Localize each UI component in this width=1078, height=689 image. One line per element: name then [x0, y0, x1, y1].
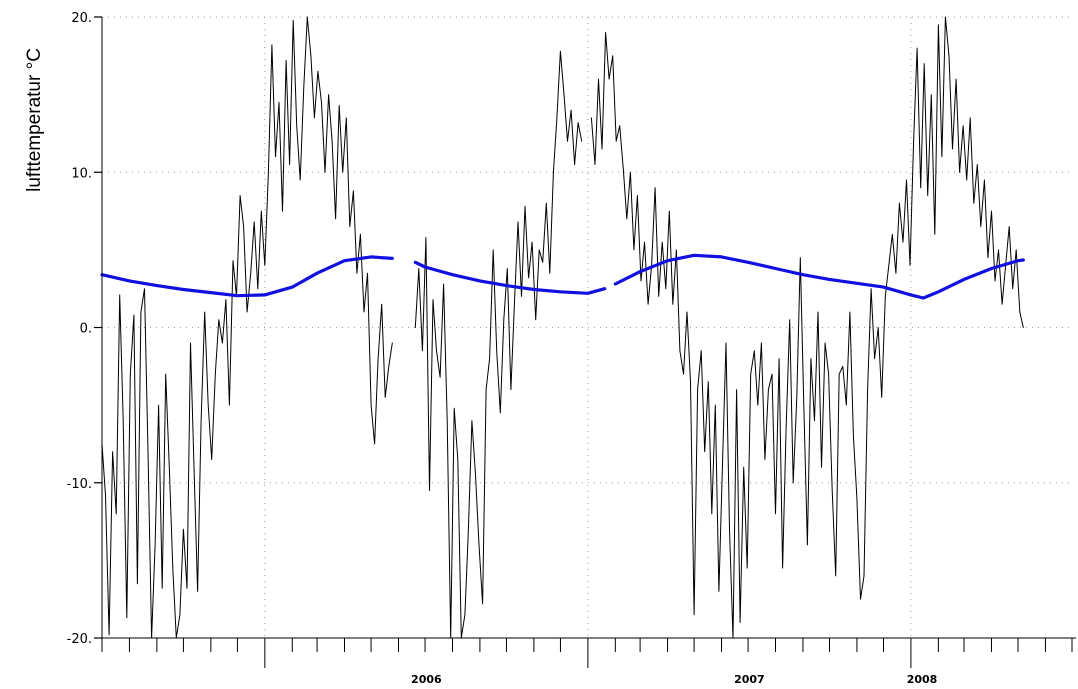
- daily-series-line: [414, 50, 583, 639]
- series-layer: [100, 16, 1025, 639]
- smooth-series-line: [100, 255, 394, 298]
- axes: [94, 16, 1076, 668]
- x-year-label: 2007: [734, 673, 765, 686]
- x-year-label: 2008: [907, 673, 938, 686]
- y-tick-label: -20.: [67, 632, 92, 647]
- x-year-label: 2006: [411, 673, 442, 686]
- daily-series-line: [590, 16, 1024, 639]
- grid-lines: [102, 16, 1072, 639]
- daily-series-line: [101, 16, 393, 639]
- smooth-series-line: [613, 253, 1025, 300]
- y-axis-title: lufttemperatur °C: [24, 48, 45, 192]
- y-tick-label: 10.: [71, 166, 92, 181]
- smooth-series-line: [413, 260, 607, 295]
- y-tick-label: -10.: [67, 477, 92, 492]
- y-tick-label: 0.: [80, 322, 92, 337]
- labels: -20. -10. 0. 10. 20. 2006 2007 2008 lufttemperat…: [24, 11, 937, 686]
- y-tick-label: 20.: [71, 11, 92, 26]
